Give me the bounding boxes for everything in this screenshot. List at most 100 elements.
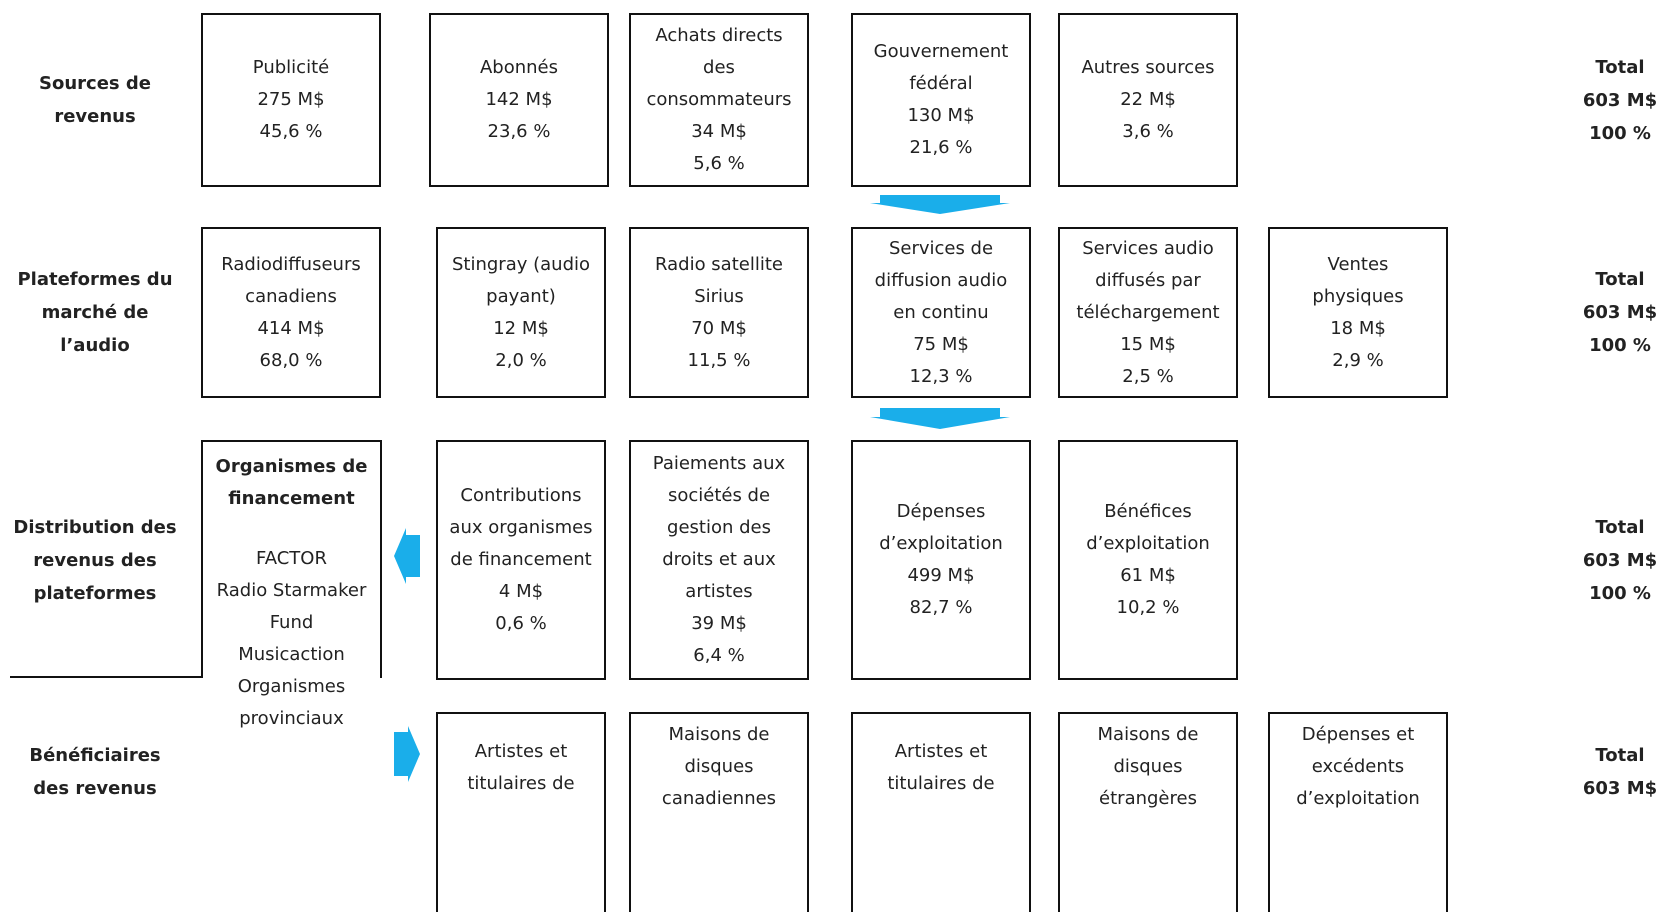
flow-box: Autres sources 22 M$ 3,6 % <box>1058 13 1238 187</box>
flow-box: Bénéfices d’exploitation 61 M$ 10,2 % <box>1058 440 1238 680</box>
funding-item: Organismes provinciaux <box>237 676 346 729</box>
row-label: Sources de revenus <box>39 73 151 127</box>
right-arrow <box>394 726 420 782</box>
row-label: Bénéficiaires des revenus <box>29 745 161 799</box>
total-line: 603 M$ <box>1582 302 1658 323</box>
box-name: Dépenses d’exploitation <box>879 501 1003 554</box>
flow-box: Maisons de disques étrangères <box>1058 712 1238 912</box>
box-amount: 275 M$ <box>257 89 325 110</box>
funding-list: Organismes de financement FACTOR Radio Sta… <box>201 451 382 735</box>
box-amount: 75 M$ <box>913 333 969 355</box>
total-line: Total <box>1595 516 1645 538</box>
box-share: 2,9 % <box>1332 349 1384 371</box>
box-name: Autres sources <box>1081 57 1215 78</box>
box-share: 23,6 % <box>487 121 551 142</box>
total-line: 100 % <box>1589 122 1651 144</box>
total-line: Total <box>1595 745 1645 766</box>
flow-box: Contributions aux organismes de financem… <box>436 440 606 680</box>
box-share: 82,7 % <box>909 597 973 618</box>
box-name: Services audio diffusés par téléchargeme… <box>1076 237 1220 323</box>
flow-box: Achats directs des consommateurs 34 M$ 5,6… <box>629 13 809 187</box>
page: Sources de revenus Total 603 M$ 100 % Public… <box>10 13 1659 912</box>
box-share: 12,3 % <box>909 365 973 387</box>
box-share: 11,5 % <box>687 349 751 371</box>
box-share: 0,6 % <box>495 613 547 634</box>
funding-item: FACTOR <box>256 548 327 569</box>
total-line: 100 % <box>1589 582 1651 604</box>
box-name: Contributions aux organismes de financem… <box>449 485 593 570</box>
funding-title: Organismes de financement <box>215 456 368 509</box>
box-name: Radio satellite Sirius <box>655 253 783 307</box>
box-name: Maisons de disques canadiennes <box>661 724 777 809</box>
box-amount: 22 M$ <box>1120 89 1176 110</box>
down-arrow <box>870 408 1010 429</box>
flow-box: Dépenses d’exploitation 499 M$ 82,7 % <box>851 440 1031 680</box>
box-name: Artistes et titulaires de <box>467 741 575 794</box>
box-amount: 142 M$ <box>485 89 553 110</box>
row-total: Total 603 M$ 100 % <box>1570 13 1659 187</box>
box-name: Gouvernement fédéral <box>873 41 1009 94</box>
total-line: Total <box>1595 269 1645 290</box>
total-line: Total <box>1595 56 1645 78</box>
box-share: 3,6 % <box>1122 121 1174 142</box>
box-amount: 499 M$ <box>907 565 975 586</box>
box-amount: 130 M$ <box>907 105 975 126</box>
total-line: 603 M$ <box>1582 778 1658 799</box>
box-amount: 39 M$ <box>691 613 747 634</box>
flow-box: Radio satellite Sirius 70 M$ 11,5 % <box>629 227 809 398</box>
flow-box: Artistes et titulaires de <box>436 712 606 912</box>
row-total: Total 603 M$ 100 % <box>1570 227 1659 398</box>
box-amount: 15 M$ <box>1120 333 1176 355</box>
box-name: Maisons de disques étrangères <box>1097 724 1199 809</box>
total-line: 100 % <box>1589 335 1651 356</box>
box-name: Dépenses et excédents d’exploitation <box>1296 724 1420 809</box>
total-line: 603 M$ <box>1582 549 1658 571</box>
flow-box: Maisons de disques canadiennes <box>629 712 809 912</box>
box-name: Services de diffusion audio en continu <box>874 237 1008 323</box>
flow-box: Ventes physiques 18 M$ 2,9 % <box>1268 227 1448 398</box>
funding-item: Musicaction <box>238 644 345 665</box>
connectors <box>10 195 1010 782</box>
left-arrow <box>394 528 420 584</box>
row-label: Distribution des revenus des plateformes <box>13 516 177 604</box>
row-total: Total 603 M$ 100 % <box>1570 440 1659 680</box>
box-name: Bénéfices d’exploitation <box>1086 501 1210 554</box>
box-name: Artistes et titulaires de <box>887 741 995 794</box>
box-share: 10,2 % <box>1116 597 1180 618</box>
box-name: Abonnés <box>479 57 559 78</box>
funding-item: Radio Starmaker Fund <box>216 580 367 633</box>
box-share: 2,5 % <box>1122 365 1174 387</box>
box-name: Radiodiffuseurs canadiens <box>221 253 361 307</box>
flow-box: Services audio diffusés par téléchargeme… <box>1058 227 1238 398</box>
box-share: 45,6 % <box>259 121 323 142</box>
funding-box-border <box>201 440 382 678</box>
box-name: Achats directs des consommateurs <box>646 25 792 110</box>
flow-box: Services de diffusion audio en continu 75… <box>851 227 1031 398</box>
box-name: Publicité <box>252 57 330 78</box>
box-amount: 70 M$ <box>691 317 747 339</box>
box-name: Ventes physiques <box>1312 253 1404 307</box>
flow-box: Stingray (audio payant) 12 M$ 2,0 % <box>436 227 606 398</box>
box-name: Stingray (audio payant) <box>451 253 591 307</box>
total-line: 603 M$ <box>1582 89 1658 111</box>
box-amount: 4 M$ <box>498 581 544 602</box>
row-label: Plateformes du marché de l’audio <box>17 269 173 356</box>
box-amount: 12 M$ <box>493 317 549 339</box>
box-amount: 61 M$ <box>1120 565 1176 586</box>
flow-box: Publicité 275 M$ 45,6 % <box>201 13 381 187</box>
box-share: 21,6 % <box>909 137 973 158</box>
flow-box: Radiodiffuseurs canadiens 414 M$ 68,0 % <box>201 227 381 398</box>
row-total: Total 603 M$ <box>1570 712 1659 832</box>
down-arrow <box>870 195 1010 214</box>
flow-box: Paiements aux sociétés de gestion des dr… <box>629 440 809 680</box>
flow-box: Artistes et titulaires de <box>851 712 1031 912</box>
box-amount: 18 M$ <box>1330 317 1386 339</box>
box-amount: 34 M$ <box>691 121 747 142</box>
box-share: 6,4 % <box>693 645 745 666</box>
flow-box: Dépenses et excédents d’exploitation <box>1268 712 1448 912</box>
box-share: 2,0 % <box>495 349 547 371</box>
box-share: 68,0 % <box>259 349 323 371</box>
box-share: 5,6 % <box>693 153 745 174</box>
box-amount: 414 M$ <box>257 317 325 339</box>
flow-box: Abonnés 142 M$ 23,6 % <box>429 13 609 187</box>
